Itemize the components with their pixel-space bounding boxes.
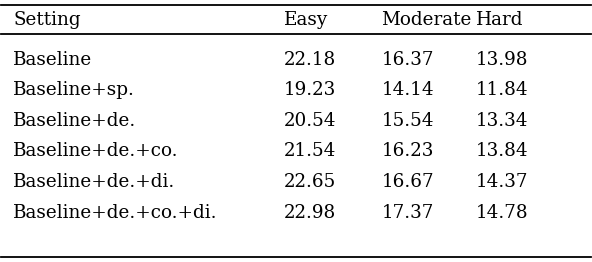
Text: 14.78: 14.78 [476,204,528,222]
Text: 13.98: 13.98 [476,51,528,69]
Text: 16.23: 16.23 [381,143,434,161]
Text: 22.98: 22.98 [284,204,336,222]
Text: Baseline: Baseline [13,51,92,69]
Text: 13.84: 13.84 [476,143,528,161]
Text: Baseline+de.+co.+di.: Baseline+de.+co.+di. [13,204,218,222]
Text: Baseline+de.+di.: Baseline+de.+di. [13,173,175,191]
Text: 21.54: 21.54 [284,143,337,161]
Text: Hard: Hard [476,10,523,29]
Text: Baseline+sp.: Baseline+sp. [13,81,135,99]
Text: 14.14: 14.14 [381,81,434,99]
Text: 11.84: 11.84 [476,81,528,99]
Text: Baseline+de.+co.: Baseline+de.+co. [13,143,179,161]
Text: 13.34: 13.34 [476,112,528,130]
Text: Setting: Setting [13,10,81,29]
Text: 17.37: 17.37 [381,204,434,222]
Text: Moderate: Moderate [381,10,472,29]
Text: 16.67: 16.67 [381,173,434,191]
Text: 19.23: 19.23 [284,81,336,99]
Text: 22.18: 22.18 [284,51,336,69]
Text: 15.54: 15.54 [381,112,434,130]
Text: 16.37: 16.37 [381,51,434,69]
Text: 14.37: 14.37 [476,173,528,191]
Text: 20.54: 20.54 [284,112,337,130]
Text: Easy: Easy [284,10,329,29]
Text: 22.65: 22.65 [284,173,336,191]
Text: Baseline+de.: Baseline+de. [13,112,136,130]
